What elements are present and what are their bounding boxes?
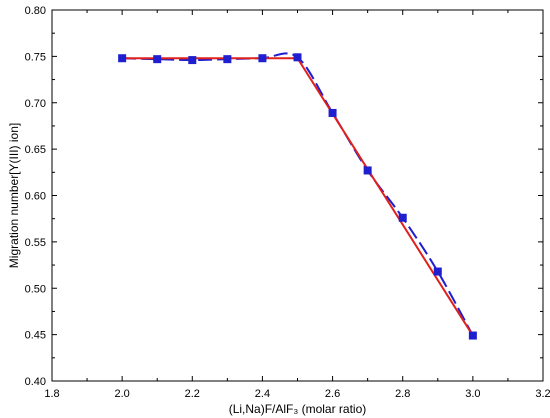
blue-data-point [363,166,372,175]
series-layer [118,52,477,340]
y-tick-label: 0.75 [25,51,46,63]
y-axis-title: Migration number[Y(III) ion] [7,123,21,268]
y-tick-label: 0.55 [25,237,46,249]
x-tick-label: 1.8 [44,388,59,400]
x-axis-ticks: 1.8 2.0 2.2 2.4 2.6 2.8 3.0 3.2 [44,10,550,400]
red-series-line [122,57,474,337]
y-tick-label: 0.60 [25,191,46,203]
blue-data-point [258,54,267,63]
blue-data-point [468,331,477,340]
x-tick-label: 2.4 [255,388,270,400]
x-tick-label: 2.2 [185,388,200,400]
y-tick-label: 0.80 [25,5,46,17]
blue-data-point [433,267,442,276]
y-tick-label: 0.40 [25,376,46,388]
x-tick-label: 2.8 [395,388,410,400]
x-tick-label: 3.0 [465,388,480,400]
blue-data-point [398,213,407,222]
blue-data-point [188,56,197,65]
y-tick-label: 0.50 [25,283,46,295]
y-axis-ticks: 0.40 0.45 0.50 0.55 0.60 0.65 0.70 0.75 0.80 [25,5,543,388]
blue-data-point [293,53,302,62]
y-tick-label: 0.45 [25,330,46,342]
y-tick-label: 0.65 [25,144,46,156]
blue-data-point [223,55,232,64]
blue-data-point [328,108,337,117]
blue-series-curve [122,52,474,337]
x-tick-label: 2.6 [325,388,340,400]
x-tick-label: 2.0 [114,388,129,400]
blue-data-point [153,55,162,64]
y-tick-label: 0.70 [25,98,46,110]
blue-data-point [118,54,127,63]
x-tick-label: 3.2 [535,388,550,400]
x-axis-title: (Li,Na)F/AlF₃ (molar ratio) [229,402,367,416]
plot-frame [51,9,544,382]
